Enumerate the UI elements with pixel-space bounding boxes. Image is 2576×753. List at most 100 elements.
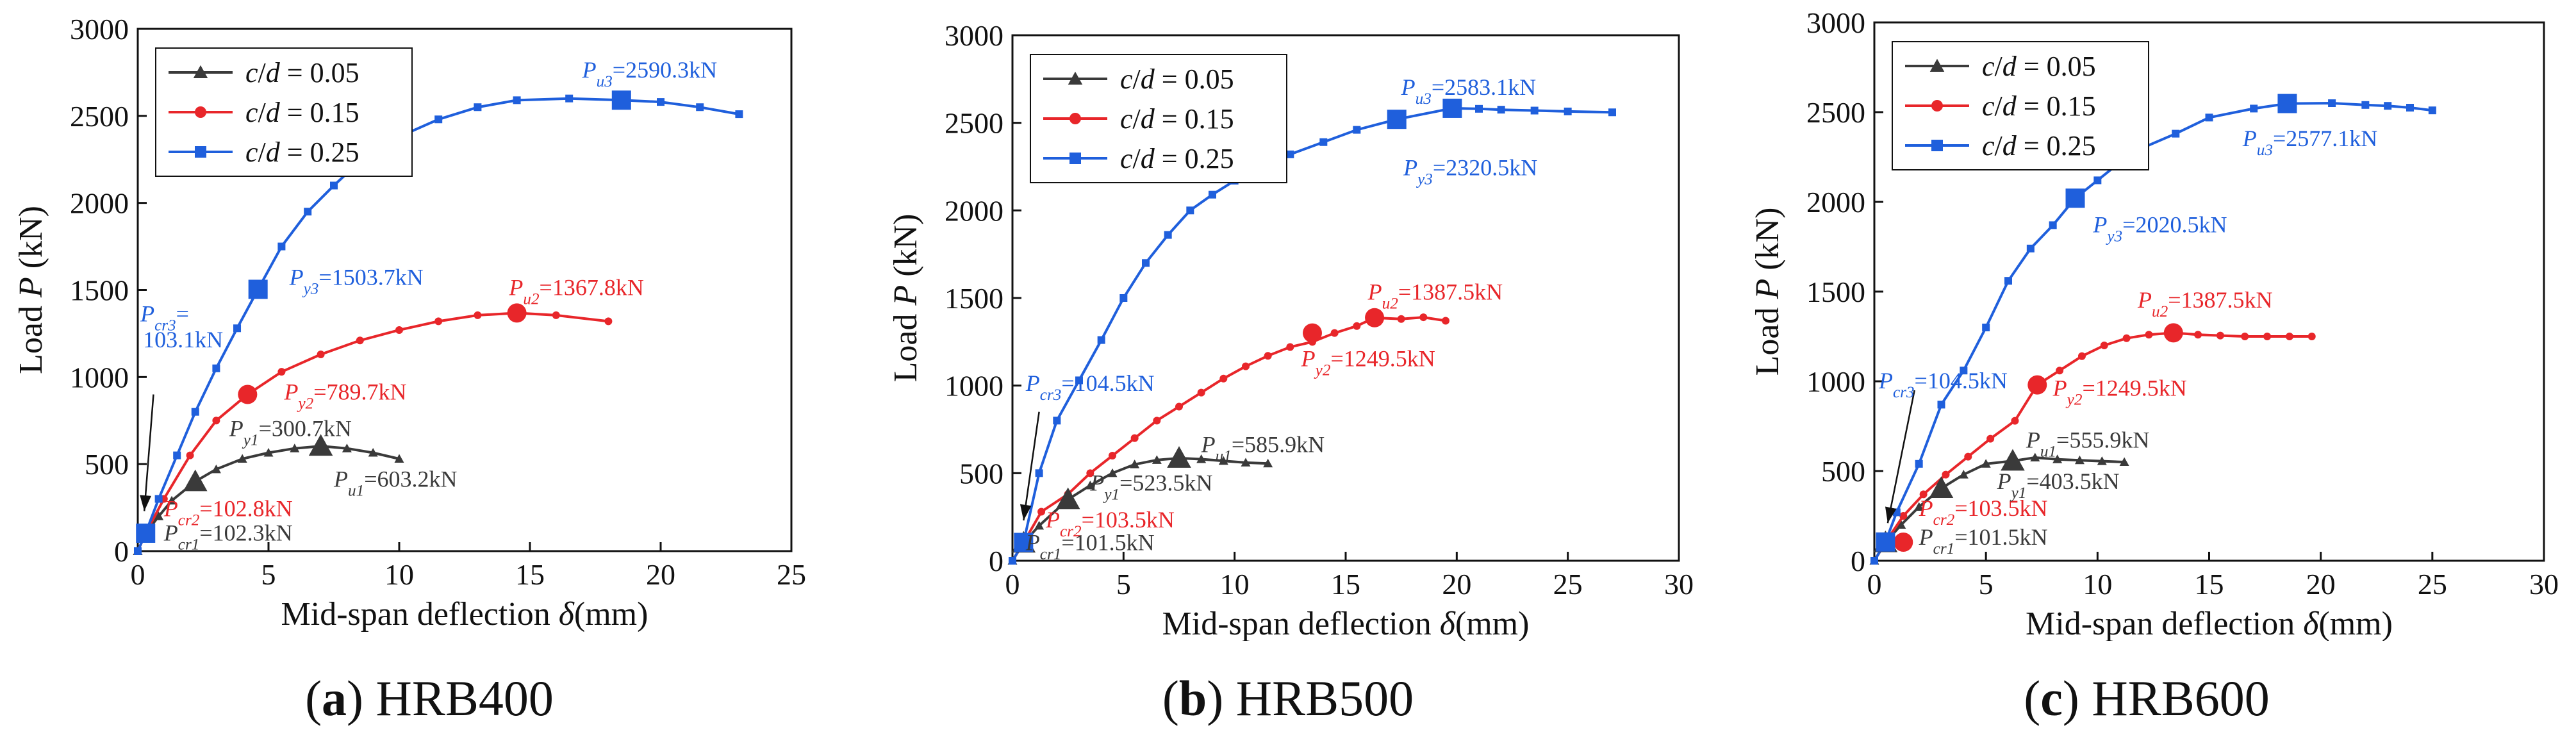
data-point-black bbox=[1981, 459, 1991, 468]
y-tick-label: 500 bbox=[85, 448, 129, 481]
data-point-red bbox=[1130, 434, 1139, 442]
data-point-blue bbox=[233, 324, 242, 333]
legend-label: c/d = 0.15 bbox=[1982, 90, 2096, 122]
x-tick-label: 25 bbox=[1553, 568, 1583, 600]
y-tick-label: 1000 bbox=[1806, 365, 1865, 398]
y-tick-label: 500 bbox=[959, 457, 1003, 490]
data-point-black bbox=[263, 448, 274, 457]
annotation-label-red: Pu2=1387.5kN bbox=[2137, 287, 2273, 320]
data-point-blue bbox=[330, 181, 338, 190]
data-point-black bbox=[1107, 468, 1118, 477]
annotation-label-red: Py2=789.7kN bbox=[283, 379, 406, 413]
data-point-blue bbox=[1870, 557, 1878, 565]
data-point-blue bbox=[1186, 206, 1194, 215]
data-point-blue bbox=[2004, 277, 2012, 285]
data-point-red bbox=[1964, 452, 1972, 461]
x-tick-label: 25 bbox=[777, 558, 806, 591]
data-point-black bbox=[2030, 452, 2040, 461]
annotation-label-black: Pcr1=101.5kN bbox=[1025, 530, 1155, 563]
y-tick-label: 3000 bbox=[70, 13, 129, 46]
data-point-red bbox=[395, 326, 403, 334]
data-point-blue bbox=[2406, 104, 2414, 112]
legend-marker-red bbox=[195, 106, 206, 118]
data-point-red bbox=[186, 451, 194, 459]
legend-marker-red bbox=[1069, 113, 1081, 124]
y-axis-title: Load P (kN) bbox=[13, 206, 49, 374]
x-tick-label: 10 bbox=[2083, 568, 2112, 600]
data-point-blue bbox=[134, 547, 142, 555]
data-point-black bbox=[368, 448, 378, 457]
chart-panel-a: 0 5 10 15 20 25 0 500 1000 1500 2000 2500 3000 Mid-sp… bbox=[0, 0, 859, 753]
x-axis-title: Mid-span deflection δ(mm) bbox=[1162, 606, 1530, 641]
annotation-label-blue: Py3=1503.7kN bbox=[289, 264, 424, 297]
key-point-blue bbox=[136, 523, 156, 543]
y-tick-label: 2500 bbox=[1806, 96, 1865, 129]
annotation-label-blue: Pcr3= bbox=[140, 301, 189, 334]
annotation-label-black: Pcr1=101.5kN bbox=[1919, 524, 2048, 558]
data-point-black bbox=[1263, 458, 1273, 468]
key-point-blue bbox=[1876, 532, 1895, 552]
x-tick-label: 30 bbox=[2529, 568, 2559, 600]
x-tick-label: 5 bbox=[1116, 568, 1131, 600]
data-point-black bbox=[1914, 502, 1924, 511]
data-point-red bbox=[1197, 388, 1205, 397]
y-tick-label: 0 bbox=[989, 545, 1003, 577]
data-point-blue bbox=[565, 94, 574, 103]
caption-a: (a) HRB400 bbox=[305, 670, 554, 726]
annotation-arrow-line bbox=[1887, 390, 1915, 524]
legend-label: c/d = 0.25 bbox=[1982, 130, 2096, 161]
annotation-label-red: Py2=1249.5kN bbox=[2052, 375, 2187, 408]
data-point-blue bbox=[1497, 106, 1505, 114]
data-point-blue bbox=[2172, 129, 2180, 138]
y-tick-label: 1500 bbox=[945, 282, 1003, 315]
key-point-red bbox=[1303, 323, 1322, 343]
legend-marker-black bbox=[1068, 71, 1083, 85]
data-point-black bbox=[394, 454, 404, 463]
annotation-label-red: Pu2=1387.5kN bbox=[1367, 279, 1503, 313]
data-point-red bbox=[277, 368, 286, 376]
annotation-label-black: Py1=300.7kN bbox=[229, 416, 352, 449]
key-point-blue bbox=[2277, 94, 2297, 113]
data-point-red bbox=[434, 317, 443, 326]
data-point-blue bbox=[2049, 221, 2057, 229]
data-point-black bbox=[211, 464, 221, 474]
data-point-black bbox=[1896, 520, 1906, 529]
x-tick-label: 10 bbox=[1220, 568, 1250, 600]
x-tick-label: 0 bbox=[1005, 568, 1020, 600]
key-point-blue bbox=[1442, 98, 1462, 118]
legend-marker-blue bbox=[1931, 140, 1943, 151]
y-axis-title: Load P (kN) bbox=[1749, 208, 1786, 376]
annotation-arrow-line bbox=[143, 394, 154, 511]
key-point-red bbox=[2163, 323, 2183, 343]
series-line-blue bbox=[1873, 101, 2433, 562]
key-point-black bbox=[2001, 449, 2025, 471]
data-point-black bbox=[2074, 455, 2085, 465]
data-point-blue bbox=[2205, 113, 2213, 122]
data-point-red bbox=[1330, 329, 1339, 337]
data-point-blue bbox=[1035, 469, 1043, 477]
y-tick-label: 1500 bbox=[1806, 276, 1865, 308]
data-point-red bbox=[2241, 333, 2249, 340]
annotation-arrow-head bbox=[1020, 504, 1032, 521]
data-point-black bbox=[237, 454, 247, 463]
data-point-black bbox=[2097, 456, 2107, 465]
data-point-blue bbox=[434, 115, 443, 124]
legend-label: c/d = 0.25 bbox=[1120, 143, 1234, 174]
chart-panel-b: 0 5 10 15 20 25 30 0 500 1000 1500 2000 2500 3000 Mid-… bbox=[859, 0, 1717, 753]
annotation-label-blue: Pcr3=104.5kN bbox=[1878, 368, 2008, 401]
data-point-black bbox=[1152, 455, 1162, 464]
chart-c-svg: 0 5 10 15 20 25 30 0 500 1000 1500 2000 2500 3000 Mid-… bbox=[1749, 6, 2559, 641]
y-tick-label: 2000 bbox=[1806, 186, 1865, 219]
x-axis-title: Mid-span deflection δ(mm) bbox=[2026, 606, 2393, 641]
x-tick-label: 15 bbox=[1331, 568, 1360, 600]
data-point-blue bbox=[2026, 244, 2035, 252]
y-tick-label: 1000 bbox=[70, 361, 129, 393]
x-tick-label: 10 bbox=[384, 558, 414, 591]
data-point-black bbox=[1196, 454, 1207, 463]
data-point-blue bbox=[513, 96, 521, 104]
y-axis-title: Load P (kN) bbox=[888, 214, 924, 383]
annotation-label-blue: Pcr3=104.5kN bbox=[1025, 370, 1155, 404]
y-tick-label: 3000 bbox=[1806, 6, 1865, 39]
legend-label: c/d = 0.05 bbox=[1982, 51, 2096, 82]
y-tick-label: 0 bbox=[1851, 545, 1865, 577]
